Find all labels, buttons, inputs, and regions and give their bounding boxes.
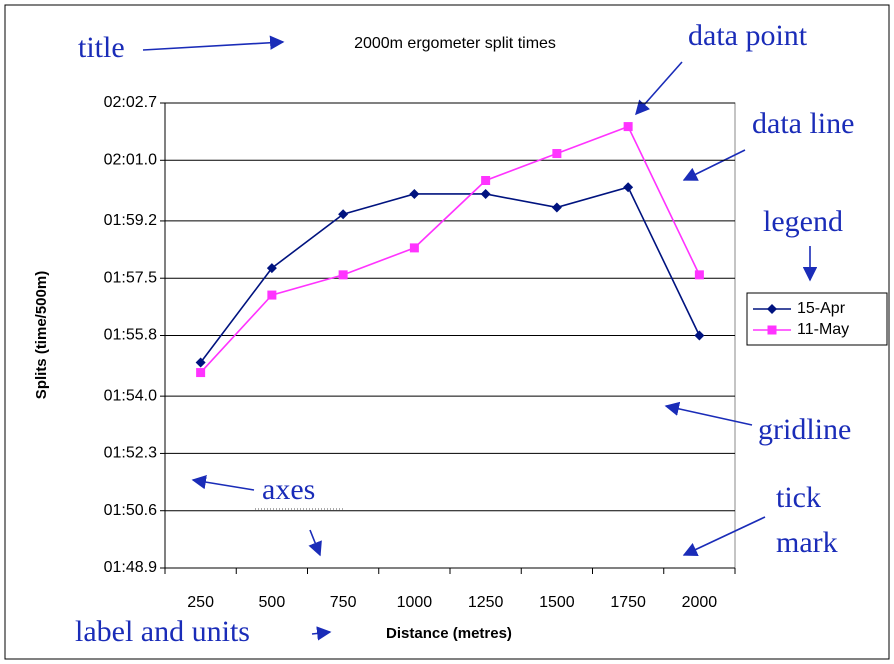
x-tick-label: 2000 xyxy=(682,594,718,611)
arrow xyxy=(682,516,766,557)
x-tick-label: 1750 xyxy=(610,594,646,611)
data-point xyxy=(409,188,420,199)
y-tick-label: 02:02.7 xyxy=(104,94,157,111)
data-point xyxy=(195,357,206,368)
annotation: axes xyxy=(262,473,315,506)
annotation-arrows xyxy=(142,35,818,641)
annotation: data line xyxy=(752,107,854,140)
arrow xyxy=(635,61,683,116)
data-point xyxy=(480,188,491,199)
data-point xyxy=(623,182,634,193)
data-line xyxy=(199,186,701,363)
y-tick-label: 01:50.6 xyxy=(104,502,157,519)
data-point xyxy=(481,176,491,185)
data-point xyxy=(267,290,277,300)
y-tick-label: 01:57.5 xyxy=(104,269,157,286)
x-tick-label: 500 xyxy=(259,594,286,611)
data-point xyxy=(266,263,277,274)
arrow xyxy=(664,401,753,426)
data-line xyxy=(200,125,701,374)
annotation: legend xyxy=(763,205,843,238)
y-axis-label: Splits (time/500m) xyxy=(33,271,50,399)
arrow xyxy=(308,529,322,557)
y-tick-label: 01:54.0 xyxy=(104,387,157,404)
data-point xyxy=(694,270,704,280)
annotation: label and units xyxy=(75,615,250,648)
annotation: tick xyxy=(776,481,821,514)
arrow xyxy=(142,35,285,51)
y-tick-label: 01:52.3 xyxy=(104,445,157,462)
legend-label: 15-Apr xyxy=(797,300,846,317)
x-axis-label: Distance (metres) xyxy=(386,625,512,642)
data-point xyxy=(552,149,562,159)
chart-title: 2000m ergometer split times xyxy=(354,35,556,52)
x-tick-label: 1250 xyxy=(468,594,504,611)
legend-marker xyxy=(767,325,777,335)
annotation: data point xyxy=(688,19,808,52)
x-tick-label: 1500 xyxy=(539,594,575,611)
data-point xyxy=(196,368,206,378)
arrow xyxy=(191,474,255,491)
y-tick-label: 01:48.9 xyxy=(104,559,157,576)
arrow xyxy=(311,626,332,641)
legend-label: 11-May xyxy=(797,321,849,338)
data-point xyxy=(338,270,348,280)
x-tick-label: 1000 xyxy=(397,594,433,611)
x-tick-label: 250 xyxy=(187,594,214,611)
annotation: title xyxy=(78,31,125,64)
data-point xyxy=(409,243,419,253)
data-point xyxy=(623,122,633,132)
y-tick-label: 01:59.2 xyxy=(104,212,157,229)
data-point xyxy=(338,209,349,220)
legend-box xyxy=(746,292,888,346)
legend-marker xyxy=(767,304,777,314)
arrow xyxy=(682,149,746,181)
y-tick-label: 01:55.8 xyxy=(104,327,157,344)
y-tick-label: 02:01.0 xyxy=(104,152,157,169)
annotation: mark xyxy=(776,526,838,559)
x-tick-label: 750 xyxy=(330,594,357,611)
annotation: gridline xyxy=(758,413,851,446)
data-point xyxy=(551,202,562,213)
data-point xyxy=(694,330,705,341)
